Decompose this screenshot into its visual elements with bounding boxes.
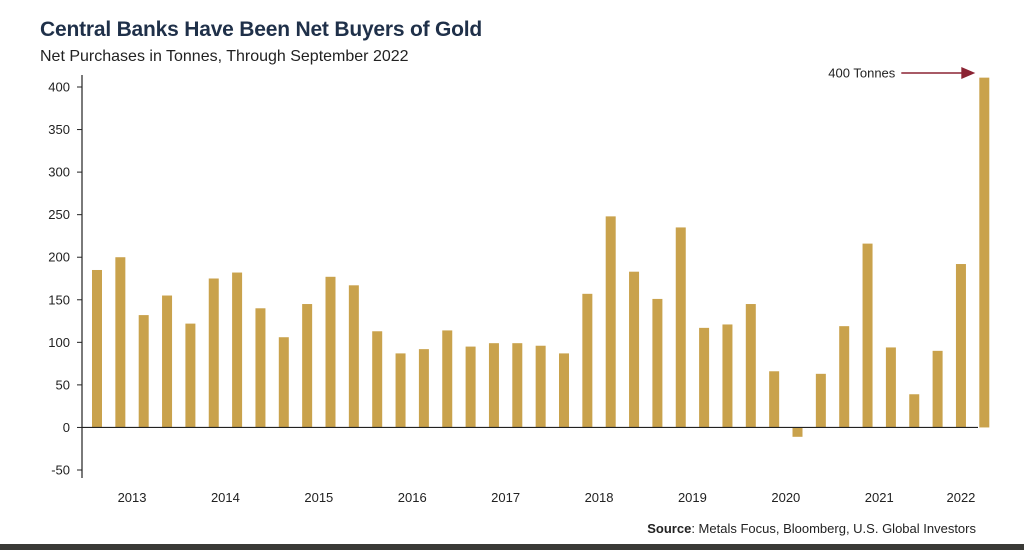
bar — [745, 304, 756, 428]
bar — [442, 330, 453, 428]
bar — [302, 304, 313, 428]
bar — [92, 269, 102, 428]
x-tick-label: 2020 — [771, 490, 800, 505]
annotation-label: 400 Tonnes — [828, 66, 895, 81]
chart-title: Central Banks Have Been Net Buyers of Go… — [40, 18, 483, 41]
bars — [92, 77, 990, 437]
bar — [675, 227, 686, 428]
bar — [278, 337, 289, 428]
bar — [582, 293, 593, 428]
x-tick-label: 2022 — [946, 490, 975, 505]
y-tick-label: 0 — [63, 420, 70, 435]
x-tick-label: 2013 — [118, 490, 147, 505]
bar — [465, 346, 476, 428]
bar — [955, 264, 966, 428]
bar — [348, 285, 359, 428]
bar — [629, 271, 640, 428]
y-tick-label: -50 — [51, 463, 70, 478]
source-note: Source: Metals Focus, Bloomberg, U.S. Gl… — [647, 521, 976, 536]
source-text: : Metals Focus, Bloomberg, U.S. Global I… — [691, 521, 976, 536]
bar — [255, 308, 266, 428]
bar — [325, 276, 336, 428]
bar — [652, 298, 663, 428]
bar — [699, 327, 710, 428]
x-tick-label: 2018 — [585, 490, 614, 505]
bar — [862, 243, 873, 428]
bar — [232, 272, 243, 428]
x-axis: 2013 2014 2015 2016 2017 2018 2019 2020 2021 2022 — [82, 426, 978, 505]
bar — [792, 427, 803, 437]
bar — [372, 331, 383, 428]
bar — [395, 353, 406, 428]
bar — [909, 394, 920, 428]
bar — [605, 216, 616, 428]
annotation-arrow-head — [961, 67, 976, 79]
bar — [488, 343, 499, 428]
y-tick-label: 200 — [48, 250, 70, 265]
bar — [512, 343, 523, 428]
bar — [722, 324, 733, 428]
bar — [208, 278, 219, 428]
bar — [932, 350, 943, 428]
source-label: Source — [647, 521, 692, 536]
x-tick-label: 2014 — [211, 490, 240, 505]
bar — [138, 315, 149, 428]
bar — [418, 349, 429, 428]
bar — [885, 347, 896, 428]
bar — [839, 326, 850, 428]
bar — [185, 323, 196, 428]
bar — [815, 373, 826, 428]
bar — [535, 345, 546, 428]
y-tick-label: 100 — [48, 335, 70, 350]
x-tick-label: 2015 — [304, 490, 333, 505]
bar — [979, 77, 990, 428]
annotation: 400 Tonnes — [828, 66, 976, 81]
bottom-bar — [0, 544, 1024, 550]
y-tick-label: 250 — [48, 207, 70, 222]
x-tick-label: 2019 — [678, 490, 707, 505]
y-tick-label: 50 — [56, 377, 70, 392]
y-tick-label: 300 — [48, 165, 70, 180]
bar — [162, 295, 173, 428]
x-tick-label: 2021 — [865, 490, 894, 505]
y-tick-label: 150 — [48, 292, 70, 307]
y-axis: 400 350 300 250 200 150 100 50 0 -50 — [48, 75, 83, 478]
bar — [115, 257, 126, 428]
y-tick-label: 350 — [48, 122, 70, 137]
bar — [769, 371, 780, 428]
chart-subtitle: Net Purchases in Tonnes, Through Septemb… — [40, 48, 409, 65]
x-tick-label: 2017 — [491, 490, 520, 505]
bar — [559, 353, 569, 428]
x-tick-label: 2016 — [398, 490, 427, 505]
y-tick-label: 400 — [48, 80, 70, 95]
